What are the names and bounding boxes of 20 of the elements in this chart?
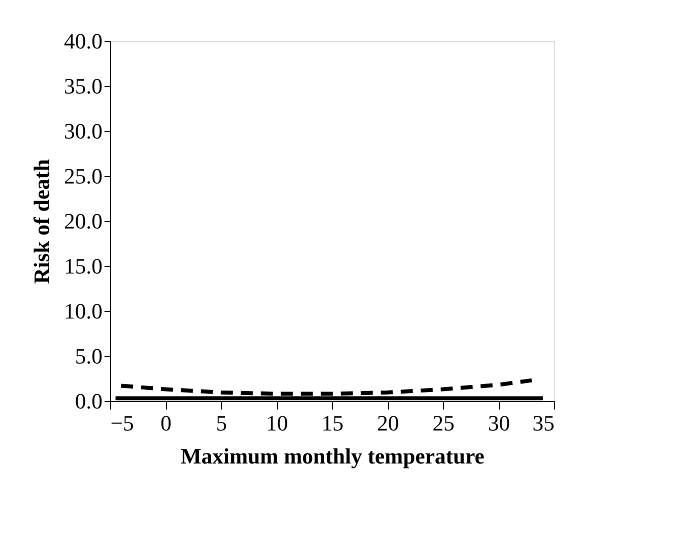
x-tick-label: −5 [110, 410, 134, 436]
x-tick-label: 5 [216, 410, 227, 436]
x-tick-label: 35 [532, 410, 554, 436]
y-tick-label: 30.0 [64, 118, 102, 144]
x-tick-label: 0 [160, 410, 172, 436]
x-axis-title: Maximum monthly temperature [180, 444, 485, 468]
y-tick-label: 20.0 [64, 208, 102, 234]
y-tick-label: 10.0 [64, 298, 102, 324]
y-tick-label: 35.0 [64, 74, 102, 98]
x-tick-label: 30 [488, 410, 510, 436]
x-tick-label: 10 [266, 410, 288, 436]
y-tick-label: 15.0 [64, 254, 102, 278]
y-tick-label: 25.0 [64, 164, 102, 188]
y-tick-label: 0.0 [75, 388, 102, 414]
y-axis-title: Risk of death [29, 159, 54, 284]
x-tick-label: 20 [377, 410, 399, 436]
x-tick-label: 15 [322, 410, 344, 436]
y-tick-label: 40.0 [64, 28, 102, 54]
x-tick-label: 25 [432, 410, 454, 436]
y-tick-label: 5.0 [75, 344, 102, 368]
